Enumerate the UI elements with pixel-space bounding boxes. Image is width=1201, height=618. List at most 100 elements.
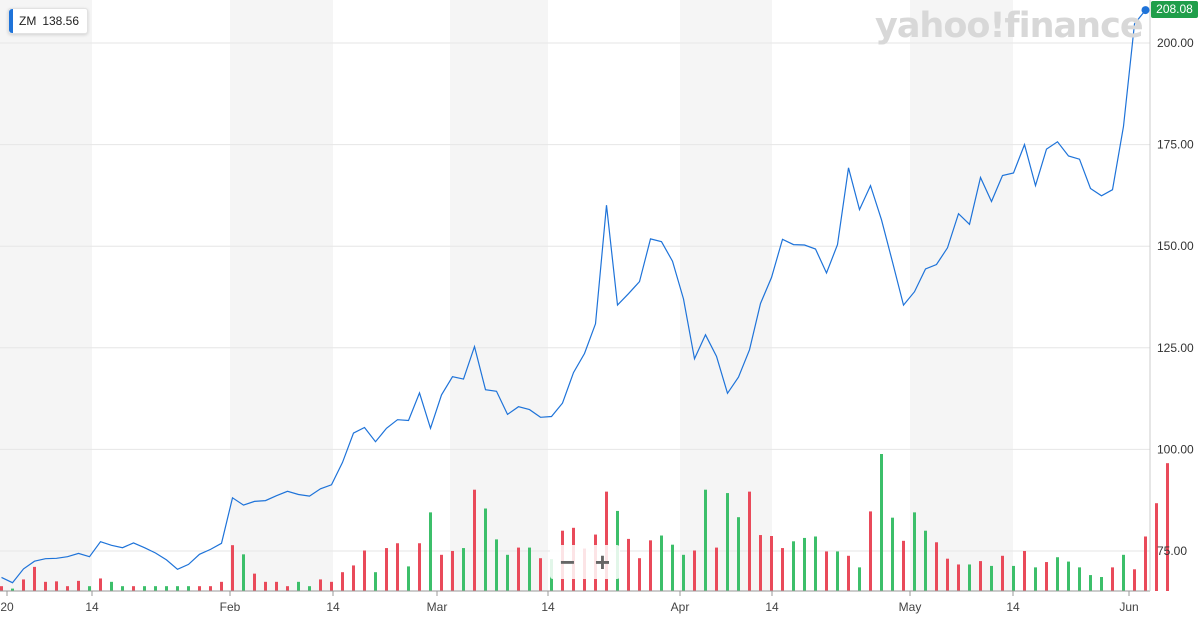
last-price-label: 208.08 — [1151, 1, 1198, 18]
volume-bar — [1001, 555, 1004, 591]
zoom-controls: − + — [550, 545, 620, 579]
volume-bar — [814, 536, 817, 591]
y-tick-label: 75.00 — [1157, 544, 1187, 558]
x-tick-label: 20 — [0, 600, 14, 614]
volume-bar — [836, 551, 839, 591]
volume-bar — [935, 542, 938, 591]
volume-bar — [198, 586, 201, 591]
volume-bar — [374, 572, 377, 591]
volume-bar — [957, 564, 960, 591]
volume-bar — [946, 558, 949, 591]
volume-bar — [209, 586, 212, 591]
volume-bar — [352, 565, 355, 591]
x-tick-label: Feb — [220, 600, 241, 614]
x-tick-label: 14 — [1006, 600, 1020, 614]
volume-bar — [99, 578, 102, 591]
volume-bar — [1045, 562, 1048, 591]
volume-bar — [627, 538, 630, 591]
volume-bar — [1034, 567, 1037, 591]
volume-bar — [88, 586, 91, 591]
volume-bar — [418, 543, 421, 591]
volume-bar — [132, 586, 135, 591]
volume-bar — [704, 489, 707, 591]
volume-bar — [165, 586, 168, 591]
x-tick-label: Apr — [671, 600, 690, 614]
volume-bar — [33, 566, 36, 591]
legend-value: 138.56 — [42, 14, 80, 28]
y-tick-label: 100.00 — [1157, 442, 1194, 456]
volume-bar — [187, 586, 190, 591]
volume-bar — [671, 544, 674, 591]
volume-bar — [11, 588, 14, 591]
x-tick-label: 14 — [85, 600, 99, 614]
volume-bar — [715, 547, 718, 591]
volume-bar — [1166, 463, 1169, 591]
volume-bar — [484, 508, 487, 591]
volume-bar — [517, 547, 520, 591]
volume-bar — [660, 535, 663, 591]
volume-bar — [770, 536, 773, 591]
month-band — [450, 0, 548, 591]
volume-bar — [275, 581, 278, 591]
volume-bar — [1078, 567, 1081, 591]
volume-bar — [638, 558, 641, 591]
volume-bar — [451, 550, 454, 591]
volume-bar — [1023, 550, 1026, 591]
volume-bar — [330, 581, 333, 591]
x-tick-label: 14 — [541, 600, 555, 614]
month-band — [910, 0, 1013, 591]
volume-bar — [1133, 569, 1136, 591]
volume-bar — [825, 551, 828, 591]
legend-color-bar — [9, 9, 13, 33]
month-bands — [0, 0, 1013, 591]
volume-bar — [396, 543, 399, 591]
volume-bar — [737, 517, 740, 591]
y-axis-ticks: 75.00 100.00 125.00 150.00 175.00 200.00 — [1157, 36, 1194, 558]
zoom-out-button[interactable]: − — [559, 547, 576, 577]
x-tick-label: Mar — [427, 600, 448, 614]
volume-bar — [220, 581, 223, 591]
volume-bar — [77, 580, 80, 591]
volume-bar — [539, 558, 542, 591]
volume-bar — [264, 581, 267, 591]
volume-bar — [462, 548, 465, 591]
volume-bar — [1067, 561, 1070, 591]
volume-bar — [121, 586, 124, 591]
volume-bar — [781, 548, 784, 591]
volume-bar — [913, 512, 916, 591]
y-tick-label: 175.00 — [1157, 138, 1194, 152]
volume-bar — [528, 547, 531, 591]
volume-bar — [429, 512, 432, 591]
volume-bar — [506, 554, 509, 591]
x-axis-ticks: 20 14 Feb 14 Mar 14 Apr 14 May 14 Jun — [0, 591, 1139, 614]
volume-bar — [341, 572, 344, 591]
volume-bar — [1155, 503, 1158, 591]
volume-bar — [143, 586, 146, 591]
volume-bar — [286, 586, 289, 591]
x-tick-label: 14 — [765, 600, 779, 614]
volume-bar — [231, 545, 234, 591]
x-tick-label: May — [899, 600, 922, 614]
volume-bar — [682, 554, 685, 591]
grid-lines — [0, 42, 1150, 552]
volume-bar — [297, 581, 300, 591]
legend-symbol: ZM — [19, 14, 37, 28]
volume-bar — [968, 564, 971, 591]
symbol-legend[interactable]: ZM 138.56 — [8, 8, 89, 34]
zoom-in-button[interactable]: + — [594, 547, 611, 577]
month-band — [0, 0, 92, 591]
volume-bar — [759, 535, 762, 591]
volume-bar — [891, 517, 894, 591]
volume-bar — [847, 555, 850, 591]
volume-bar — [990, 565, 993, 591]
volume-bar — [319, 579, 322, 591]
last-price-dot — [1141, 6, 1150, 15]
volume-bar — [440, 554, 443, 591]
x-tick-label: 14 — [326, 600, 340, 614]
volume-bar — [605, 491, 608, 591]
volume-bar — [407, 566, 410, 591]
month-band — [230, 0, 333, 591]
volume-bar — [792, 541, 795, 591]
volume-bar — [693, 550, 696, 591]
